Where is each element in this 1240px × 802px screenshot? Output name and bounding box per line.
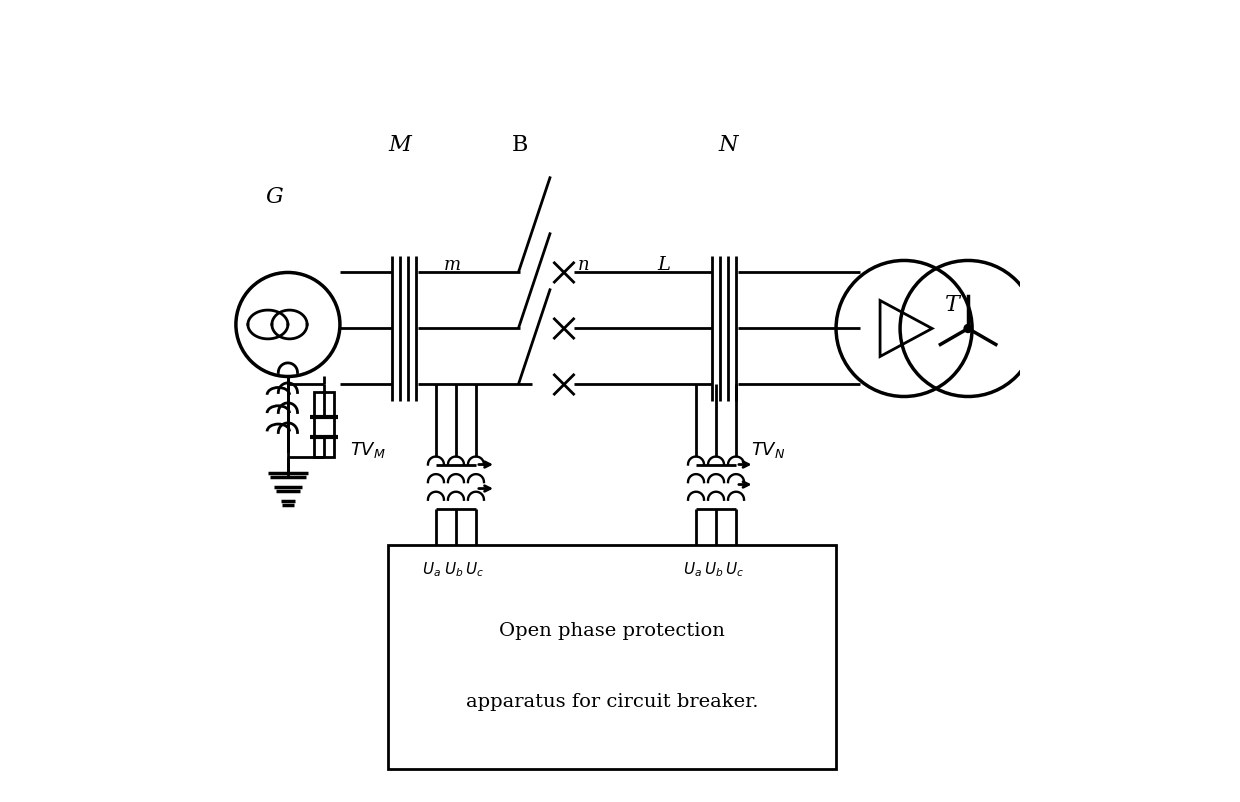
Text: $U_c$: $U_c$: [725, 560, 744, 578]
Text: $U_a$: $U_a$: [423, 560, 441, 578]
Text: M: M: [388, 134, 412, 156]
Text: B: B: [512, 134, 528, 156]
Text: Open phase protection: Open phase protection: [498, 621, 725, 639]
Text: $U_c$: $U_c$: [465, 560, 484, 578]
Text: $U_b$: $U_b$: [444, 560, 464, 578]
Text: n: n: [578, 256, 590, 274]
Text: $U_a$: $U_a$: [682, 560, 702, 578]
Text: $TV_M$: $TV_M$: [350, 439, 386, 459]
Bar: [388, 545, 836, 768]
Text: $TV_N$: $TV_N$: [751, 439, 785, 459]
Text: T: T: [945, 294, 960, 316]
Text: G: G: [265, 186, 283, 209]
Circle shape: [963, 325, 972, 333]
Text: apparatus for circuit breaker.: apparatus for circuit breaker.: [466, 692, 758, 711]
Text: L: L: [657, 256, 671, 274]
Text: N: N: [718, 134, 738, 156]
Text: m: m: [444, 256, 460, 274]
Text: $U_b$: $U_b$: [704, 560, 723, 578]
Bar: [314, 393, 334, 457]
